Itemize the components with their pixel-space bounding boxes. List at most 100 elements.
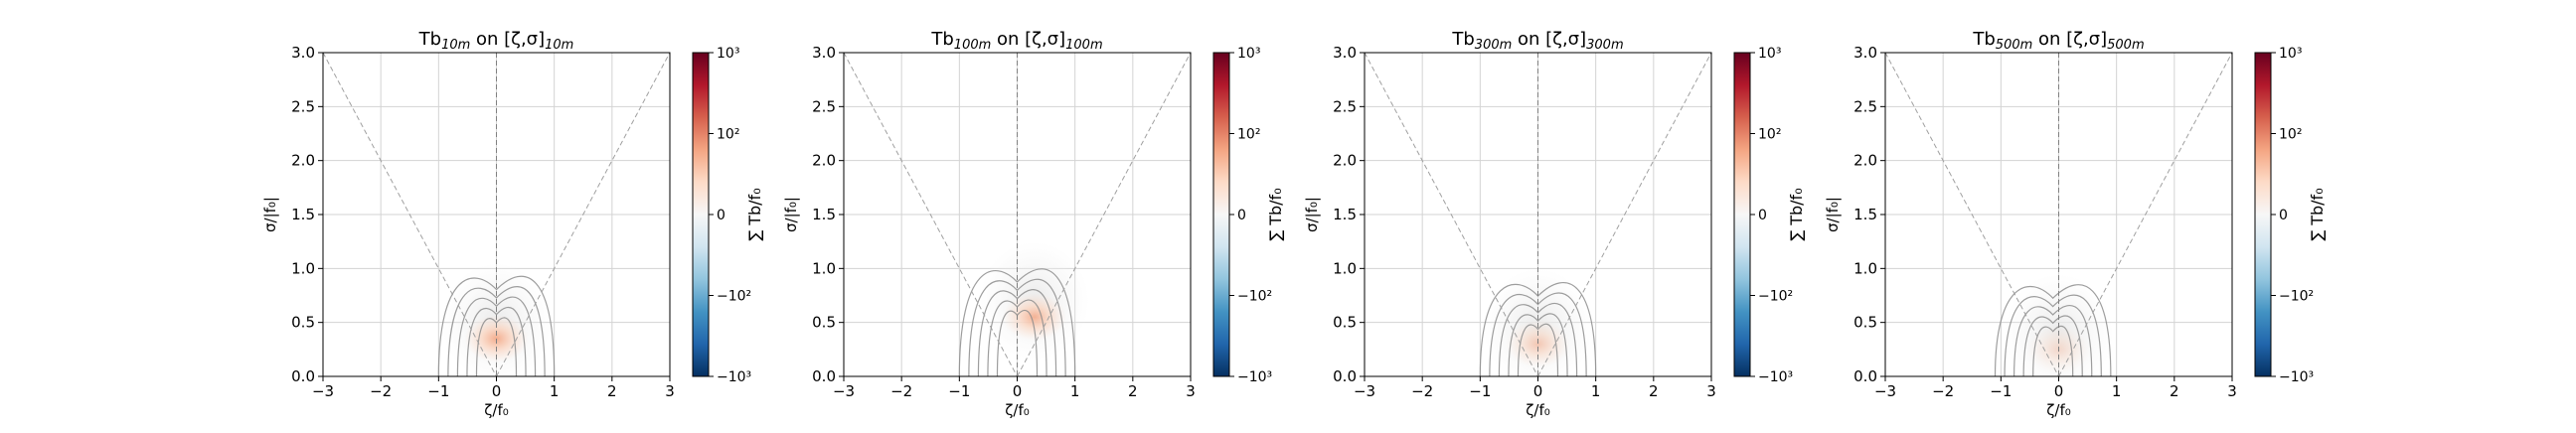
colorbar-tick-label: 0 bbox=[1237, 208, 1246, 223]
contour-line bbox=[437, 275, 556, 376]
y-tick-label: 0.5 bbox=[291, 314, 315, 332]
contour-line bbox=[456, 296, 537, 376]
reference-line-left bbox=[1885, 53, 2059, 376]
colorbar-tick-label: 10³ bbox=[717, 46, 739, 62]
plot-area bbox=[1885, 53, 2232, 376]
colorbar-tick-label: −10² bbox=[1758, 289, 1793, 305]
reference-line-right bbox=[1017, 53, 1191, 376]
x-axis-label: ζ/f₀ bbox=[2046, 401, 2071, 419]
contour-line bbox=[1994, 284, 2112, 376]
colorbar bbox=[2254, 52, 2272, 377]
colorbar bbox=[1212, 52, 1230, 377]
panel-title: Tb300m on [ζ,σ]300m bbox=[1451, 29, 1623, 53]
panel-2: −3 −2 −1 0 1 2 3 0.0 0.5 1.0 1.5 2.0 2.5 3.0 Tb100m on… bbox=[782, 29, 1285, 419]
colorbar-tick-label: 10³ bbox=[1758, 46, 1781, 62]
reference-line-left bbox=[323, 53, 497, 376]
contour-line bbox=[2004, 294, 2102, 376]
x-tick-label: −1 bbox=[1990, 382, 2012, 400]
x-tick-label: −2 bbox=[1411, 382, 1433, 400]
y-tick-label: 1.0 bbox=[1853, 259, 1877, 277]
y-tick-label: 2.5 bbox=[1333, 97, 1357, 115]
y-tick-label: 0.5 bbox=[1853, 314, 1877, 332]
x-tick-label: −1 bbox=[1469, 382, 1491, 400]
colorbar bbox=[1733, 52, 1751, 377]
x-tick-label: 1 bbox=[550, 382, 560, 400]
x-tick-label: −3 bbox=[312, 382, 334, 400]
colorbar-tick-label: 0 bbox=[1758, 208, 1767, 223]
y-tick-label: 2.5 bbox=[812, 97, 836, 115]
panel-title: Tb500m on [ζ,σ]500m bbox=[1972, 29, 2144, 53]
y-tick-label: 0.0 bbox=[1333, 367, 1357, 385]
reference-line-right bbox=[2058, 53, 2232, 376]
x-tick-label: 2 bbox=[1649, 382, 1659, 400]
x-tick-label: −2 bbox=[1932, 382, 1954, 400]
x-tick-label: 1 bbox=[1591, 382, 1601, 400]
x-tick-label: −3 bbox=[833, 382, 855, 400]
colorbar-tick-label: 10³ bbox=[2279, 46, 2302, 62]
y-tick-label: 1.5 bbox=[1333, 206, 1357, 223]
x-tick-label: −2 bbox=[370, 382, 392, 400]
colorbar bbox=[692, 52, 710, 377]
plot-area bbox=[323, 53, 670, 376]
contour-line bbox=[447, 286, 546, 376]
panel-4: −3 −2 −1 0 1 2 3 0.0 0.5 1.0 1.5 2.0 2.5 3.0 Tb500m on… bbox=[1824, 29, 2327, 419]
colorbar-tick-label: 10³ bbox=[1237, 46, 1260, 62]
y-tick-label: 2.0 bbox=[1853, 152, 1877, 170]
y-tick-label: 1.0 bbox=[291, 259, 315, 277]
x-tick-label: 0 bbox=[1013, 382, 1023, 400]
contour-line bbox=[2022, 315, 2083, 376]
y-tick-label: 1.5 bbox=[1853, 206, 1877, 223]
panel-1: −3 −2 −1 0 1 2 3 0.0 0.5 1.0 1.5 2.0 2.5 3.0 Tb10m on … bbox=[261, 29, 764, 419]
y-tick-label: 0.5 bbox=[812, 314, 836, 332]
colorbar-label: ∑ Tb/f₀ bbox=[2308, 188, 2327, 240]
y-tick-label: 1.0 bbox=[1333, 259, 1357, 277]
y-tick-label: 3.0 bbox=[1853, 44, 1877, 62]
x-axis-label: ζ/f₀ bbox=[1005, 401, 1030, 419]
y-axis-label: σ/|f₀| bbox=[1824, 197, 1842, 232]
colorbar-tick-label: −10² bbox=[2279, 289, 2314, 305]
colorbar-tick-label: −10³ bbox=[2279, 369, 2314, 385]
contour-line bbox=[1508, 313, 1568, 376]
contour-line bbox=[2032, 326, 2074, 376]
x-axis-label: ζ/f₀ bbox=[484, 401, 509, 419]
panel-title: Tb10m on [ζ,σ]10m bbox=[418, 29, 574, 53]
x-axis-label: ζ/f₀ bbox=[1526, 401, 1550, 419]
colorbar-tick-label: 10² bbox=[1237, 127, 1260, 143]
x-tick-label: 2 bbox=[1128, 382, 1138, 400]
reference-line-right bbox=[1537, 53, 1711, 376]
x-tick-label: 0 bbox=[492, 382, 502, 400]
y-tick-label: 3.0 bbox=[812, 44, 836, 62]
x-tick-label: −3 bbox=[1874, 382, 1896, 400]
colorbar-tick-label: −10³ bbox=[717, 369, 751, 385]
colorbar-tick-label: 0 bbox=[717, 208, 725, 223]
y-axis-label: σ/|f₀| bbox=[782, 197, 800, 232]
y-tick-label: 2.5 bbox=[1853, 97, 1877, 115]
y-axis-label: σ/|f₀| bbox=[261, 197, 279, 232]
colorbar-tick-label: −10² bbox=[717, 289, 751, 305]
y-tick-label: 0.5 bbox=[1333, 314, 1357, 332]
y-tick-label: 1.0 bbox=[812, 259, 836, 277]
reference-line-left bbox=[844, 53, 1018, 376]
x-tick-label: 2 bbox=[2170, 382, 2179, 400]
y-axis-label: σ/|f₀| bbox=[1303, 197, 1321, 232]
x-tick-label: 3 bbox=[2227, 382, 2237, 400]
y-tick-label: 2.0 bbox=[291, 152, 315, 170]
y-tick-label: 0.0 bbox=[291, 367, 315, 385]
colorbar-tick-label: 10² bbox=[1758, 127, 1781, 143]
contour-line bbox=[968, 278, 1066, 376]
y-tick-label: 0.0 bbox=[812, 367, 836, 385]
contour-line bbox=[2013, 305, 2093, 376]
reference-line-left bbox=[1365, 53, 1538, 376]
x-tick-label: 1 bbox=[1070, 382, 1080, 400]
colorbar-label: ∑ Tb/f₀ bbox=[745, 188, 764, 240]
contour-line bbox=[977, 289, 1057, 376]
x-tick-label: 0 bbox=[1533, 382, 1543, 400]
y-tick-label: 2.0 bbox=[812, 152, 836, 170]
y-tick-label: 1.5 bbox=[291, 206, 315, 223]
y-tick-label: 3.0 bbox=[291, 44, 315, 62]
colorbar-tick-label: 10² bbox=[717, 127, 739, 143]
y-tick-label: 1.5 bbox=[812, 206, 836, 223]
x-tick-label: 0 bbox=[2054, 382, 2064, 400]
